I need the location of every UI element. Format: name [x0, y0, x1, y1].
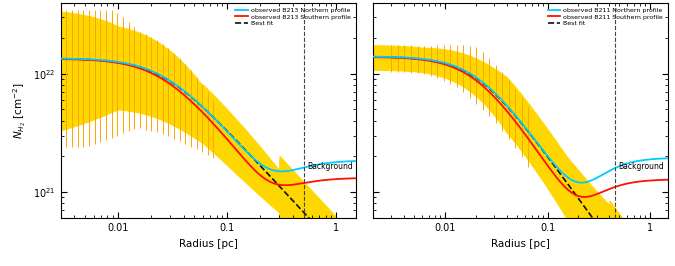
Text: Background: Background	[307, 162, 353, 171]
Y-axis label: $N_{H_2}$ [cm$^{-2}$]: $N_{H_2}$ [cm$^{-2}$]	[11, 82, 28, 139]
Text: Background: Background	[618, 162, 664, 171]
X-axis label: Radius [pc]: Radius [pc]	[491, 239, 550, 248]
Legend: observed B211 Northern profile, observed B211 Southern profile, Best fit: observed B211 Northern profile, observed…	[546, 6, 665, 28]
X-axis label: Radius [pc]: Radius [pc]	[179, 239, 238, 248]
Legend: observed B213 Northern profile, observed B213 Southern profile, Best fit: observed B213 Northern profile, observed…	[234, 6, 352, 28]
